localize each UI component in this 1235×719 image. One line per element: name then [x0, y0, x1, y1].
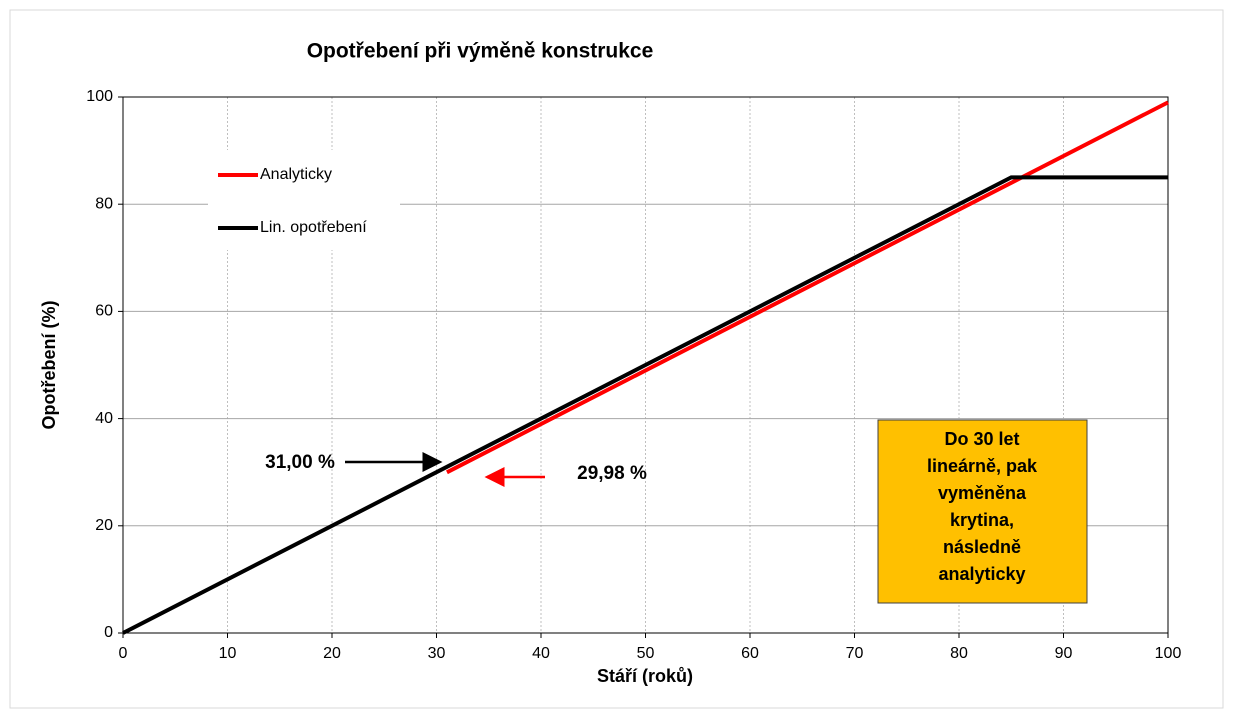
- y-tick-label: 80: [95, 195, 113, 212]
- y-tick-label: 100: [86, 88, 113, 105]
- x-tick-label: 10: [219, 645, 237, 662]
- data-line: [122, 175, 1168, 635]
- note-text: vyměněna: [938, 483, 1027, 503]
- x-tick-label: 60: [741, 645, 759, 662]
- note-text: krytina,: [950, 510, 1014, 530]
- y-tick-label: 0: [104, 624, 113, 641]
- y-tick-label: 20: [95, 517, 113, 534]
- legend-label: Analyticky: [260, 166, 332, 183]
- x-tick-label: 70: [846, 645, 864, 662]
- x-tick-label: 50: [637, 645, 655, 662]
- x-tick-label: 90: [1055, 645, 1073, 662]
- x-tick-label: 0: [119, 645, 128, 662]
- data-line: [446, 100, 1169, 475]
- note-text: následně: [943, 537, 1021, 557]
- note-box: [877, 419, 1088, 604]
- note-text: lineárně, pak: [927, 456, 1038, 476]
- y-axis-label: Opotřebení (%): [39, 300, 59, 429]
- chart-title: Opotřebení při výměně konstrukce: [307, 40, 654, 63]
- x-tick-label: 20: [323, 645, 341, 662]
- y-tick-label: 60: [95, 303, 113, 320]
- x-axis-label: Stáří (roků): [597, 666, 693, 686]
- note-text: analyticky: [938, 564, 1025, 584]
- legend-label: Lin. opotřebení: [260, 219, 367, 236]
- y-tick-label: 40: [95, 410, 113, 427]
- x-tick-label: 30: [428, 645, 446, 662]
- plot-frame: [122, 96, 1169, 634]
- annotation: 31,00 %: [265, 452, 335, 473]
- note-text: Do 30 let: [944, 429, 1019, 449]
- legend-box: [208, 150, 400, 250]
- x-tick-label: 100: [1155, 645, 1182, 662]
- x-tick-label: 80: [950, 645, 968, 662]
- x-tick-label: 40: [532, 645, 550, 662]
- annotation: 29,98 %: [577, 463, 647, 484]
